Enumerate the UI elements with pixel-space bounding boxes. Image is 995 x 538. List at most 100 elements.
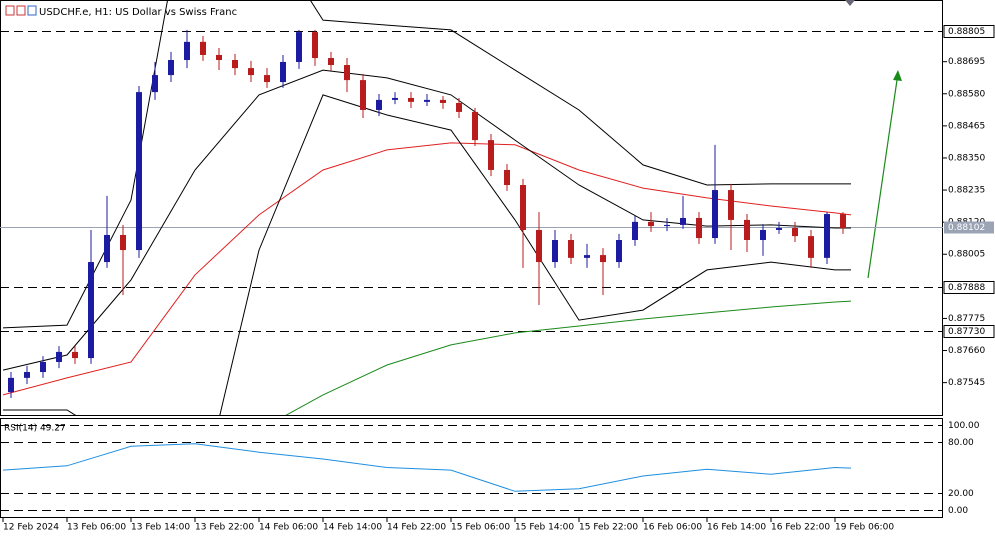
main-plot <box>0 0 943 415</box>
rsi-tick-label: 0.00 <box>948 506 968 516</box>
candle-body <box>504 169 510 186</box>
candle-body <box>680 217 686 225</box>
candle-body <box>392 97 398 100</box>
candle-body <box>264 75 270 83</box>
y-tick-label: 0.88350 <box>948 153 985 163</box>
candle-body <box>632 221 638 241</box>
x-tick-label: 15 Feb 22:00 <box>579 523 638 533</box>
candle-body <box>440 99 446 103</box>
candle-body <box>8 377 14 393</box>
candle-body <box>792 228 798 237</box>
candle-body <box>600 255 606 263</box>
x-tick-label: 14 Feb 14:00 <box>323 523 382 533</box>
candle-body <box>488 140 494 170</box>
x-tick-label: 16 Feb 14:00 <box>707 523 766 533</box>
candle-body <box>552 240 558 263</box>
y-tick-label: 0.88465 <box>948 121 985 131</box>
rsi-frame <box>0 418 943 518</box>
x-tick-label: 19 Feb 06:00 <box>835 523 894 533</box>
candle-body <box>712 190 718 239</box>
y-tick-label: 0.88005 <box>948 250 985 260</box>
y-tick-label: 0.88235 <box>948 186 985 196</box>
scroll-marker <box>845 0 855 6</box>
level-label-box <box>943 281 995 294</box>
candle-body <box>184 41 190 61</box>
candle-body <box>72 351 78 359</box>
candle-body <box>24 372 30 378</box>
candle-body <box>328 58 334 66</box>
x-tick-label: 15 Feb 14:00 <box>515 523 574 533</box>
candle-body <box>456 102 462 112</box>
y-tick-label: 0.88695 <box>948 57 985 67</box>
candle-body <box>744 219 750 241</box>
candle-body <box>840 214 846 229</box>
candle-body <box>216 54 222 61</box>
candle-body <box>536 229 542 263</box>
candle-body <box>136 92 142 251</box>
indicator-line <box>3 94 851 415</box>
candle-body <box>280 61 286 83</box>
level-label: 0.88805 <box>948 27 985 37</box>
candle-body <box>296 32 302 62</box>
candle-body <box>232 60 238 69</box>
candle-body <box>520 185 526 230</box>
candle-body <box>152 75 158 93</box>
candle-body <box>472 111 478 141</box>
x-tick-label: 13 Feb 06:00 <box>67 523 126 533</box>
candle-body <box>248 68 254 76</box>
candle-body <box>376 99 382 110</box>
candle-body <box>648 221 654 227</box>
candle-body <box>584 255 590 258</box>
x-tick-label: 13 Feb 22:00 <box>195 523 254 533</box>
rsi-tick-label: 80.00 <box>948 438 974 448</box>
chart-title: USDCHF.e, H1: US Dollar vs Swiss Franc <box>39 7 237 18</box>
candle-body <box>168 60 174 76</box>
candle-body <box>312 32 318 59</box>
header-icons <box>5 5 37 16</box>
candle-body <box>776 228 782 230</box>
level-label: 0.87730 <box>948 327 985 337</box>
rsi-title: RSI(14) 49.27 <box>4 424 66 434</box>
x-tick-label: 13 Feb 14:00 <box>131 523 190 533</box>
candle-body <box>56 351 62 362</box>
candle-body <box>88 262 94 359</box>
rsi-plot <box>0 425 943 511</box>
level-label: 0.87888 <box>948 283 985 293</box>
candle-body <box>664 224 670 227</box>
candle-body <box>408 97 414 102</box>
current-price-label: 0.88102 <box>948 223 985 233</box>
main-frame <box>0 0 943 416</box>
candle-body <box>616 240 622 263</box>
rsi-tick-label: 20.00 <box>948 489 974 499</box>
rsi-tick-label: 100.00 <box>948 421 980 431</box>
candle-body <box>360 80 366 110</box>
y-tick-label: 0.87545 <box>948 378 985 388</box>
y-tick-label: 0.88580 <box>948 89 985 99</box>
candle-body <box>808 236 814 258</box>
level-label-box <box>943 25 995 38</box>
indicator-line <box>285 300 852 415</box>
candle-body <box>120 234 126 251</box>
trend-arrowhead <box>893 70 902 81</box>
x-tick-label: 14 Feb 06:00 <box>259 523 318 533</box>
candle-body <box>40 361 46 373</box>
x-tick-label: 14 Feb 22:00 <box>387 523 446 533</box>
candle-body <box>424 99 430 102</box>
trend-arrow <box>867 79 898 279</box>
level-label-box <box>943 325 995 338</box>
candle-body <box>568 240 574 258</box>
candle-body <box>824 214 830 258</box>
x-tick-label: 12 Feb 2024 <box>3 523 59 533</box>
candle-body <box>696 217 702 239</box>
indicator-line <box>2 142 852 396</box>
candle-body <box>344 65 350 81</box>
x-tick-label: 16 Feb 06:00 <box>643 523 702 533</box>
candle-body <box>200 41 206 55</box>
x-tick-label: 15 Feb 06:00 <box>451 523 510 533</box>
rsi-line <box>2 443 852 492</box>
candle-body <box>728 190 734 220</box>
current-price-box <box>944 221 994 234</box>
y-tick-label: 0.87660 <box>948 346 985 356</box>
